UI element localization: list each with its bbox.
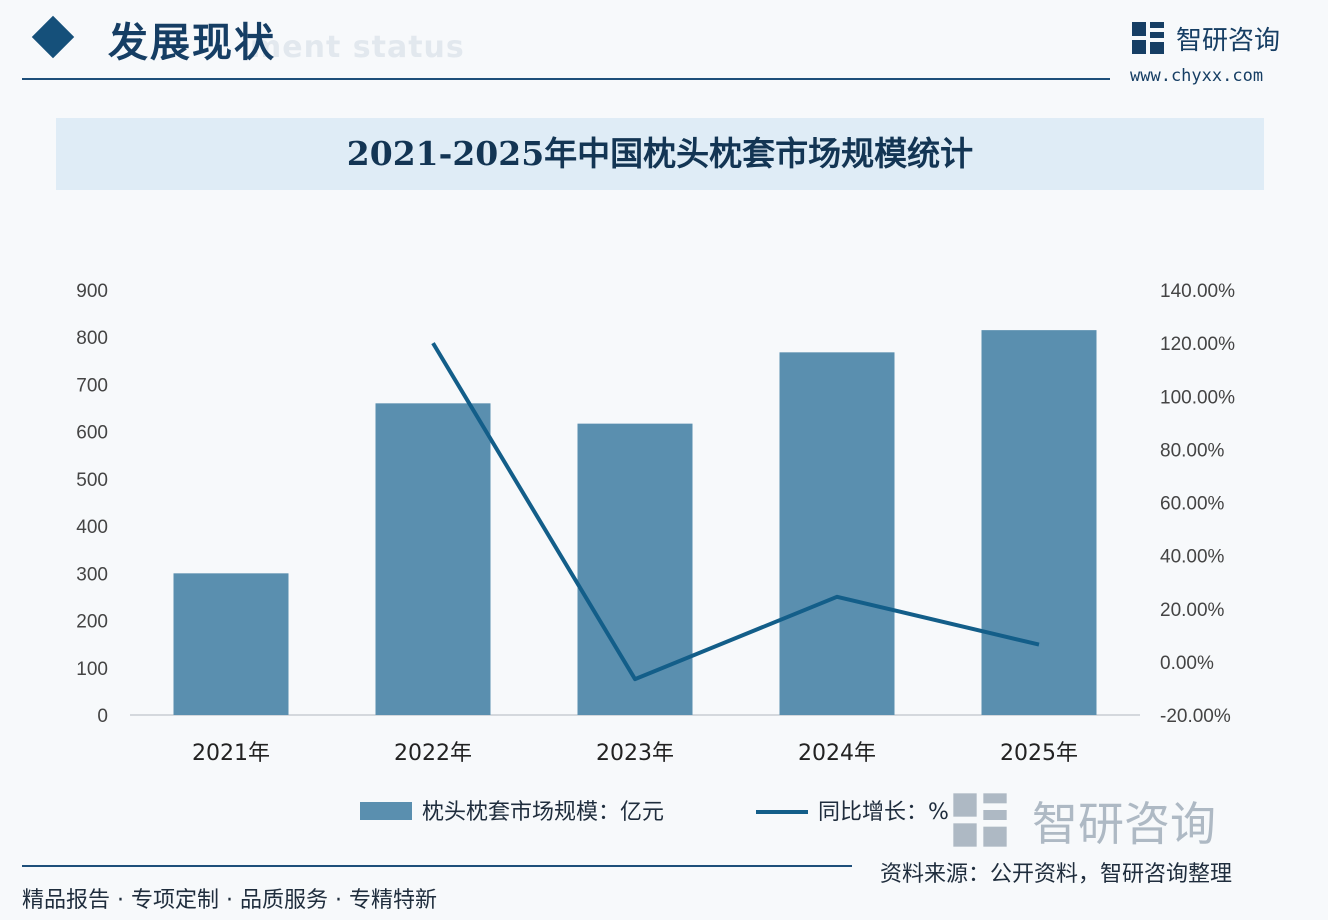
y-left-tick-label: 400 [76,517,108,538]
legend-label-bar: 枕头枕套市场规模：亿元 [422,800,665,825]
brand-url: www.chyxx.com [1130,66,1264,86]
y-left-tick-label: 800 [76,328,108,349]
diamond-icon [31,15,75,59]
header: ment status 发展现状 智研咨询 www.chyxx.com [0,0,1328,90]
bar [375,403,491,715]
chart: 0 100 200 300 400 500 600 700 800 900 -20.00% 0.00%… [76,281,1235,766]
bar [981,330,1097,715]
brand-name: 智研咨询 [1176,26,1281,56]
y-right-tick-label: 40.00% [1160,547,1225,568]
x-tick-label: 2023年 [596,741,674,766]
y-right-tick-label: -20.00% [1160,706,1231,727]
bar [577,423,693,715]
section-title: 发展现状 [108,20,276,66]
y-left-tick-label: 100 [76,659,108,680]
x-tick-label: 2025年 [1000,741,1078,766]
chart-title-band: 2021-2025年中国枕头枕套市场规模统计 [56,118,1264,190]
header-divider [22,78,1110,80]
bar [173,573,289,715]
y-right-tick-label: 0.00% [1160,653,1214,674]
section-subtitle: ment status [250,30,465,65]
footer-divider [22,865,852,867]
y-right-tick-label: 20.00% [1160,600,1225,621]
footer-tagline: 精品报告 · 专项定制 · 品质服务 · 专精特新 [22,888,437,913]
x-tick-label: 2022年 [394,741,472,766]
y-right-tick-label: 100.00% [1160,387,1235,408]
y-left-tick-label: 200 [76,612,108,633]
chart-title: 2021-2025年中国枕头枕套市场规模统计 [346,134,974,173]
x-tick-label: 2024年 [798,741,876,766]
source-note: 资料来源：公开资料，智研咨询整理 [880,862,1233,887]
legend-bar-swatch [360,802,412,820]
y-left-tick-label: 500 [76,470,108,491]
watermark-brand-name: 智研咨询 [1032,797,1216,851]
y-right-tick-label: 120.00% [1160,334,1235,355]
legend-label-line: 同比增长：% [818,800,949,825]
growth-line [431,342,1040,682]
y-left-tick-label: 600 [76,423,108,444]
y-right-tick-label: 80.00% [1160,440,1225,461]
bar [779,352,895,715]
y-left-tick-label: 300 [76,564,108,585]
x-tick-label: 2021年 [192,741,270,766]
brand-logo-icon [1132,22,1164,54]
y-right-tick-label: 60.00% [1160,494,1225,515]
watermark-logo-icon [953,793,1007,847]
y-left-tick-label: 700 [76,375,108,396]
legend-line-swatch [756,810,808,814]
y-left-tick-label: 900 [76,281,108,302]
y-right-tick-label: 140.00% [1160,281,1235,302]
y-left-tick-label: 0 [97,706,108,727]
